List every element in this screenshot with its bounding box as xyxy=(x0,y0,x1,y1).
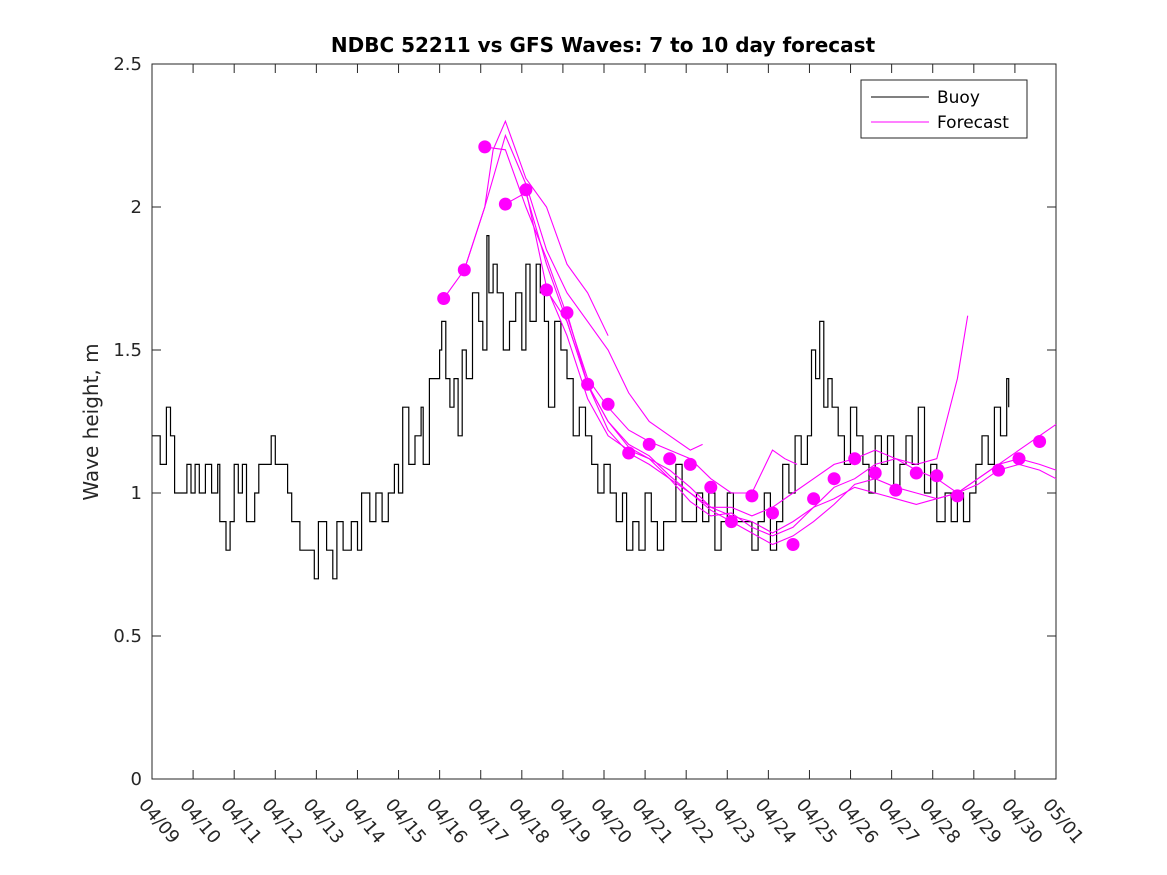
x-tick-label: 04/14 xyxy=(340,795,389,848)
forecast-marker-27 xyxy=(1012,452,1026,466)
forecast-marker-22 xyxy=(889,483,903,497)
y-tick-label: 0.5 xyxy=(113,626,142,647)
x-tick-label: 04/21 xyxy=(627,795,676,848)
forecast-marker-7 xyxy=(581,377,595,391)
forecast-marker-21 xyxy=(868,466,882,480)
forecast-marker-6 xyxy=(560,306,574,320)
forecast-marker-10 xyxy=(642,437,656,451)
x-tick-label: 04/25 xyxy=(792,795,841,848)
forecast-run-line-6 xyxy=(566,312,1057,534)
legend-box xyxy=(860,79,1028,139)
x-tick-label: 04/26 xyxy=(833,795,882,848)
x-tick-label: 04/27 xyxy=(874,795,923,848)
forecast-marker-24 xyxy=(930,469,944,483)
forecast-marker-0 xyxy=(437,292,451,305)
x-tick-label: 04/22 xyxy=(668,795,717,848)
x-tick-label: 04/28 xyxy=(915,795,964,848)
x-tick-label: 04/10 xyxy=(175,795,224,848)
forecast-run-line-5 xyxy=(546,289,1057,546)
y-tick-label: 0 xyxy=(131,769,142,790)
x-tick-label: 04/23 xyxy=(709,795,758,848)
forecast-marker-12 xyxy=(683,457,697,471)
buoy-series-line xyxy=(152,235,1010,580)
forecast-marker-2 xyxy=(478,140,492,154)
legend-buoy-label: Buoy xyxy=(937,88,980,108)
plot-area: 00.511.522.5 04/0904/1004/1104/1204/1304… xyxy=(113,54,1087,848)
y-tick-label: 1 xyxy=(131,483,142,504)
legend: Buoy Forecast xyxy=(860,79,1028,139)
forecast-marker-23 xyxy=(909,466,923,480)
x-tick-label: 04/30 xyxy=(997,795,1046,848)
series-layer xyxy=(152,119,1057,580)
forecast-marker-4 xyxy=(519,183,533,197)
forecast-marker-13 xyxy=(704,480,718,494)
x-tick-label: 04/20 xyxy=(586,795,635,848)
forecast-marker-5 xyxy=(540,283,553,297)
x-tick-label: 04/12 xyxy=(257,795,306,848)
forecast-marker-25 xyxy=(950,489,964,503)
forecast-marker-8 xyxy=(601,397,615,411)
y-tick-label: 2.5 xyxy=(113,54,142,75)
legend-forecast-label: Forecast xyxy=(937,113,1009,133)
x-tick-label: 05/01 xyxy=(1038,795,1087,848)
x-tick-label: 04/24 xyxy=(751,795,800,848)
forecast-marker-18 xyxy=(807,492,821,506)
x-tick-label: 04/09 xyxy=(134,795,183,848)
y-ticks: 0 0.5 1 1.5 2 2.5 xyxy=(113,54,1056,790)
x-tick-label: 04/15 xyxy=(381,795,430,848)
forecast-marker-19 xyxy=(827,472,841,486)
x-tick-label: 04/13 xyxy=(299,795,348,848)
forecast-marker-14 xyxy=(724,515,738,529)
forecast-marker-26 xyxy=(992,463,1005,477)
y-axis-label: Wave height, m xyxy=(79,343,103,500)
forecast-marker-20 xyxy=(848,452,862,466)
forecast-marker-3 xyxy=(498,197,512,211)
forecast-marker-16 xyxy=(766,506,779,520)
chart-title: NDBC 52211 vs GFS Waves: 7 to 10 day for… xyxy=(331,33,876,57)
x-tick-label: 04/11 xyxy=(216,795,265,848)
forecast-marker-17 xyxy=(786,538,800,551)
x-tick-label: 04/19 xyxy=(545,795,594,848)
x-tick-label: 04/17 xyxy=(463,795,512,848)
x-tick-label: 04/29 xyxy=(956,795,1005,848)
y-tick-label: 1.5 xyxy=(113,340,142,361)
y-tick-label: 2 xyxy=(131,197,142,218)
forecast-marker-9 xyxy=(622,446,636,460)
forecast-marker-28 xyxy=(1033,435,1047,448)
x-tick-label: 04/16 xyxy=(422,795,471,848)
forecast-marker-1 xyxy=(457,263,471,277)
forecast-marker-11 xyxy=(663,452,677,466)
x-tick-label: 04/18 xyxy=(504,795,553,848)
forecast-marker-15 xyxy=(745,489,759,503)
forecast-run-line-1 xyxy=(463,133,703,451)
